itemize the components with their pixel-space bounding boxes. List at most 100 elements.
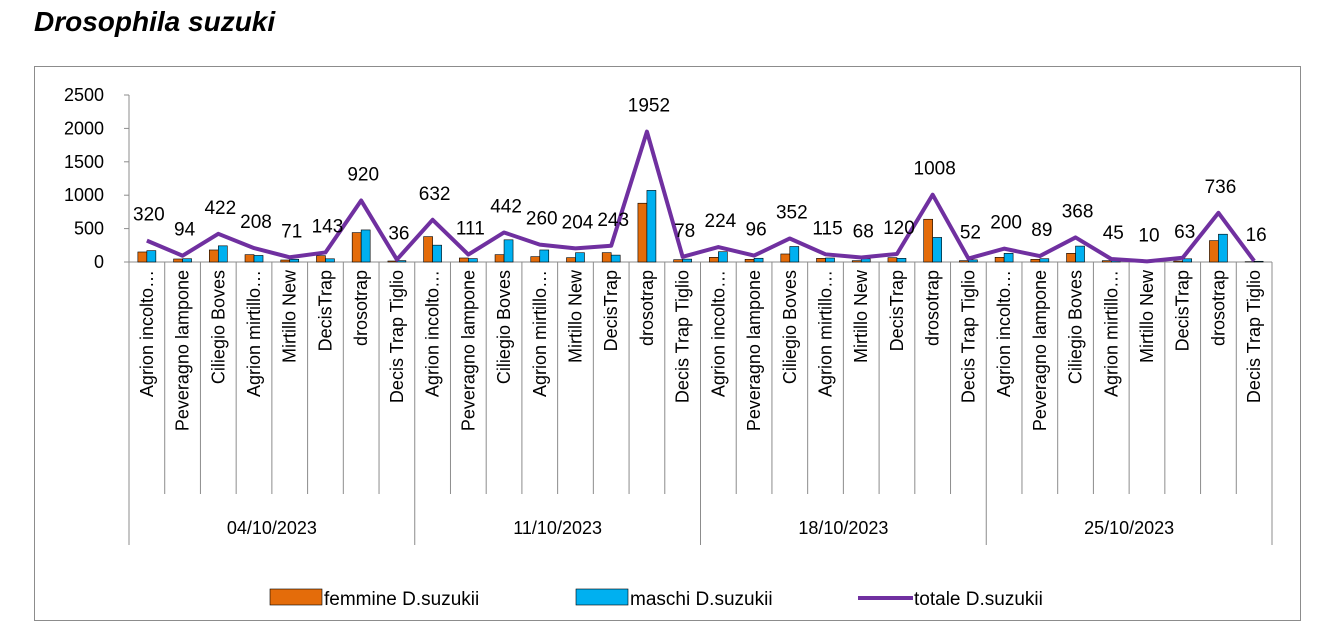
bar-maschi xyxy=(1039,258,1050,263)
data-label: 368 xyxy=(1062,201,1094,222)
bar-femmine xyxy=(494,254,505,263)
x-tick-label: drosotrap xyxy=(351,270,371,346)
total-line xyxy=(146,129,1256,264)
bar-femmine xyxy=(280,259,291,263)
bar-maschi xyxy=(1218,233,1228,263)
bar-femmine xyxy=(244,254,255,263)
bar-femmine xyxy=(923,218,933,263)
bar-maschi xyxy=(253,255,264,263)
y-tick-label: 500 xyxy=(74,219,104,239)
bar-femmine xyxy=(851,260,862,263)
data-label: 89 xyxy=(1031,220,1052,241)
data-label: 111 xyxy=(456,219,485,240)
y-tick-label: 2500 xyxy=(64,85,104,105)
data-label: 208 xyxy=(240,212,272,233)
bar-maschi xyxy=(146,250,157,263)
x-tick-label: Peveragno lampone xyxy=(744,270,764,431)
data-label: 71 xyxy=(281,221,302,242)
bar-femmine xyxy=(709,257,719,263)
bar-femmine xyxy=(530,256,541,263)
bar-maschi xyxy=(360,229,371,263)
x-tick-label: Agrion incolto… xyxy=(708,270,728,397)
data-label: 422 xyxy=(204,198,236,219)
bar-maschi xyxy=(753,257,764,263)
data-label: 94 xyxy=(174,220,196,241)
data-label: 243 xyxy=(597,210,629,231)
bar-femmine xyxy=(423,236,433,263)
legend: femmine D.suzukii maschi D.suzukii totale … xyxy=(269,588,1043,610)
legend-swatch xyxy=(269,588,323,606)
bar-maschi xyxy=(932,237,942,263)
x-tick-label: Ciliegio Boves xyxy=(208,270,228,384)
bar-maschi xyxy=(217,245,228,263)
legend-label: totale D.suzukii xyxy=(914,589,1043,610)
bar-maschi xyxy=(610,254,621,263)
bar-femmine xyxy=(994,257,1005,263)
data-label: 736 xyxy=(1205,177,1237,198)
bar-maschi xyxy=(682,258,692,263)
bar-femmine xyxy=(959,260,969,263)
bar-femmine xyxy=(1066,253,1076,263)
x-tick-label: Peveragno lampone xyxy=(458,270,478,431)
x-tick-label: Agrion incolto… xyxy=(137,270,157,397)
chart-title: Drosophila suzuki xyxy=(34,6,276,37)
bar-femmine xyxy=(887,257,898,263)
chart-frame xyxy=(34,66,1301,621)
bar-maschi xyxy=(1182,258,1193,263)
x-tick-label: DecisTrap xyxy=(887,270,907,351)
x-tick-label: Mirtillo New xyxy=(280,269,300,363)
bar-femmine xyxy=(1209,240,1219,263)
x-tick-label: DecisTrap xyxy=(1173,270,1193,351)
data-label: 260 xyxy=(526,209,558,230)
bar-maschi xyxy=(789,246,800,263)
data-label: 1008 xyxy=(914,159,956,180)
data-label: 352 xyxy=(776,202,808,223)
legend-label: femmine D.suzukii xyxy=(324,589,479,610)
bar-femmine xyxy=(1101,260,1112,263)
x-tick-label: Ciliegio Boves xyxy=(780,270,800,384)
data-label: 78 xyxy=(674,221,695,242)
bar-femmine xyxy=(208,249,219,263)
data-label: 1952 xyxy=(628,96,670,117)
bar-femmine xyxy=(137,251,148,263)
line-totale xyxy=(146,129,1256,264)
bar-femmine xyxy=(566,257,576,263)
data-label: 36 xyxy=(388,224,409,245)
bar-maschi xyxy=(503,239,514,263)
bar-maschi xyxy=(718,251,728,263)
y-tick-label: 1000 xyxy=(64,185,104,205)
data-label: 52 xyxy=(960,223,981,244)
x-tick-label: Agrion mirtillo… xyxy=(244,270,264,397)
x-tick-label: Agrion mirtillo… xyxy=(1101,270,1121,397)
data-label: 632 xyxy=(419,184,451,205)
data-label: 442 xyxy=(490,196,522,217)
bar-maschi xyxy=(182,258,192,263)
bar-maschi xyxy=(825,257,835,263)
bar-femmine xyxy=(1173,260,1184,263)
x-tick-label: Mirtillo New xyxy=(1137,269,1157,363)
y-tick-label: 1500 xyxy=(64,152,104,172)
data-label: 224 xyxy=(705,211,737,232)
data-label: 120 xyxy=(883,218,915,239)
legend-item: totale D.suzukii xyxy=(858,589,1043,610)
bar-maschi xyxy=(539,249,550,263)
data-label: 204 xyxy=(562,212,594,233)
bar-maschi xyxy=(1253,260,1264,263)
bar-femmine xyxy=(351,232,362,263)
data-label: 10 xyxy=(1138,225,1159,246)
data-label: 63 xyxy=(1174,222,1195,243)
bar-femmine xyxy=(1030,259,1041,263)
data-label: 200 xyxy=(990,213,1022,234)
legend-item: femmine D.suzukii xyxy=(269,588,479,610)
x-tick-label: drosotrap xyxy=(923,270,943,346)
bar-femmine xyxy=(744,259,755,263)
bar-maschi xyxy=(289,258,300,263)
data-label: 68 xyxy=(853,221,874,242)
x-tick-label: Peveragno lampone xyxy=(173,270,193,431)
x-tick-label: Agrion incolto… xyxy=(423,270,443,397)
bar-maschi xyxy=(1003,253,1014,263)
bar-femmine xyxy=(601,252,612,263)
y-tick-label: 0 xyxy=(94,252,104,272)
data-label: 45 xyxy=(1103,223,1124,244)
bar-femmine xyxy=(459,257,469,263)
